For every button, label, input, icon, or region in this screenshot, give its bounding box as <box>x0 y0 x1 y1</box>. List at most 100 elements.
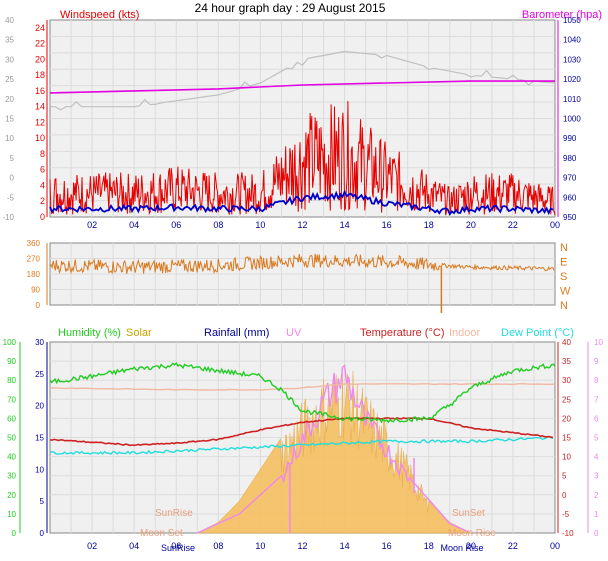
hpa-tick: 1010 <box>563 95 581 104</box>
hpa-tick: 1040 <box>563 36 581 45</box>
wind-direction-line <box>49 253 555 275</box>
wind-hour-label: 12 <box>297 220 307 230</box>
outer-tick: -5 <box>7 193 15 202</box>
climate-legend: Humidity (%) Solar Rainfall (mm) UV Temp… <box>58 327 574 339</box>
temp-tick: 25 <box>562 395 571 404</box>
uv-tick: 2 <box>594 491 599 500</box>
kts-tick: 4 <box>40 180 45 190</box>
humidity-tick: 70 <box>7 395 16 404</box>
solar-label: Solar <box>126 327 152 339</box>
sun-moon-annotations: SunRise SunSet Moon Set Moon Rise SunRis… <box>140 508 496 553</box>
compass-tick: E <box>560 257 567 269</box>
climate-hour-label: 06 <box>171 541 181 551</box>
hpa-tick: 950 <box>563 213 577 222</box>
sunrise-annotation: SunRise <box>155 508 193 519</box>
rain-tick: 10 <box>35 465 44 474</box>
uv-tick: 5 <box>594 434 599 443</box>
climate-hour-label: 00 <box>550 541 560 551</box>
humidity-tick: 40 <box>7 453 16 462</box>
temp-tick: 0 <box>562 491 567 500</box>
deg-tick: 360 <box>27 239 41 248</box>
hpa-tick: 980 <box>563 154 577 163</box>
kts-tick: 10 <box>35 133 45 143</box>
wind-hour-label: 14 <box>340 220 350 230</box>
rain-tick: 30 <box>35 338 44 347</box>
temp-tick: 30 <box>562 376 571 385</box>
rainfall-label: Rainfall (mm) <box>204 327 269 339</box>
baro-right-axis: 950 960 970 980 990 1000 1010 1020 1030 1040 1050 <box>557 16 581 222</box>
kts-tick: 18 <box>35 70 45 80</box>
x-axis-labels: 02 04 06 08 10 12 14 16 18 20 22 00 02 04 06 08 10 12 14 16… <box>87 220 560 551</box>
wind-hour-label: 06 <box>171 220 181 230</box>
axis-sunrise: SunRise <box>161 543 195 553</box>
deg-tick: 90 <box>31 286 40 295</box>
windspeed-label: Windspeed (kts) <box>60 9 139 21</box>
climate-hour-label: 14 <box>340 541 350 551</box>
temp-tick: 40 <box>562 338 571 347</box>
rain-tick: 5 <box>40 497 45 506</box>
outer-tick: 15 <box>5 115 14 124</box>
temp-tick: 35 <box>562 357 571 366</box>
sunset-annotation: SunSet <box>452 508 485 519</box>
wind-hour-label: 22 <box>508 220 518 230</box>
temp-tick: 5 <box>562 472 567 481</box>
uv-tick: 9 <box>594 357 599 366</box>
climate-hour-label: 10 <box>255 541 265 551</box>
deg-tick: 180 <box>27 270 41 279</box>
climate-hour-label: 08 <box>213 541 223 551</box>
humidity-tick: 100 <box>3 338 17 347</box>
humidity-tick: 50 <box>7 434 16 443</box>
climate-series <box>49 361 556 534</box>
outer-tick: -10 <box>2 213 14 222</box>
climate-hour-label: 04 <box>129 541 139 551</box>
outer-tick: 40 <box>5 16 14 25</box>
wind-hour-label: 00 <box>550 220 560 230</box>
axis-moonrise: Moon Rise <box>440 543 483 553</box>
uv-tick: 4 <box>594 453 599 462</box>
uv-tick: 3 <box>594 472 599 481</box>
humidity-tick: 10 <box>7 510 16 519</box>
uv-tick: 0 <box>594 529 599 538</box>
kts-tick: 24 <box>35 23 45 33</box>
kts-tick: 12 <box>35 117 45 127</box>
rain-tick: 20 <box>35 402 44 411</box>
average-wind-line <box>49 189 554 216</box>
compass-tick: S <box>560 271 567 283</box>
barometer-label: Barometer (hpa) <box>522 9 602 21</box>
temp-tick: 15 <box>562 434 571 443</box>
moonrise-annotation: Moon Rise <box>448 528 496 539</box>
hpa-tick: 960 <box>563 193 577 202</box>
humidity-tick: 0 <box>12 529 17 538</box>
hpa-tick: 970 <box>563 174 577 183</box>
climate-hour-label: 02 <box>87 541 97 551</box>
hpa-tick: 1000 <box>563 115 581 124</box>
wind-hour-label: 16 <box>382 220 392 230</box>
outer-tick: 10 <box>5 134 14 143</box>
dewpoint-label: Dew Point (°C) <box>501 327 574 339</box>
uv-label: UV <box>286 327 302 339</box>
compass-tick: N <box>560 300 568 312</box>
humidity-tick: 60 <box>7 414 16 423</box>
temp-tick: 10 <box>562 453 571 462</box>
windspeed-line <box>49 100 556 216</box>
outer-tick: 25 <box>5 75 14 84</box>
humidity-tick: 90 <box>7 357 16 366</box>
temp-tick: -5 <box>562 510 570 519</box>
solar-area <box>197 370 471 534</box>
outer-tick: 0 <box>10 174 15 183</box>
humidity-tick: 30 <box>7 472 16 481</box>
uv-tick: 1 <box>594 510 599 519</box>
humidity-tick: 80 <box>7 376 16 385</box>
rain-tick: 25 <box>35 370 44 379</box>
kts-tick: 8 <box>40 149 45 159</box>
compass-tick: N <box>560 242 568 254</box>
indoor-line <box>49 382 556 391</box>
outer-tick: 5 <box>10 154 15 163</box>
kts-tick: 16 <box>35 86 45 96</box>
outer-tick: 35 <box>5 36 14 45</box>
temperature-label: Temperature (°C) <box>360 327 444 339</box>
temp-tick: -10 <box>562 529 574 538</box>
wind-hour-label: 08 <box>213 220 223 230</box>
climate-axes: 0102030405060708090100051015202530-10-50… <box>3 338 604 538</box>
